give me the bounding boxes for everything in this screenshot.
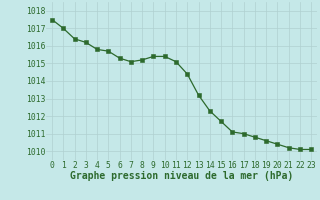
X-axis label: Graphe pression niveau de la mer (hPa): Graphe pression niveau de la mer (hPa) (70, 171, 293, 181)
